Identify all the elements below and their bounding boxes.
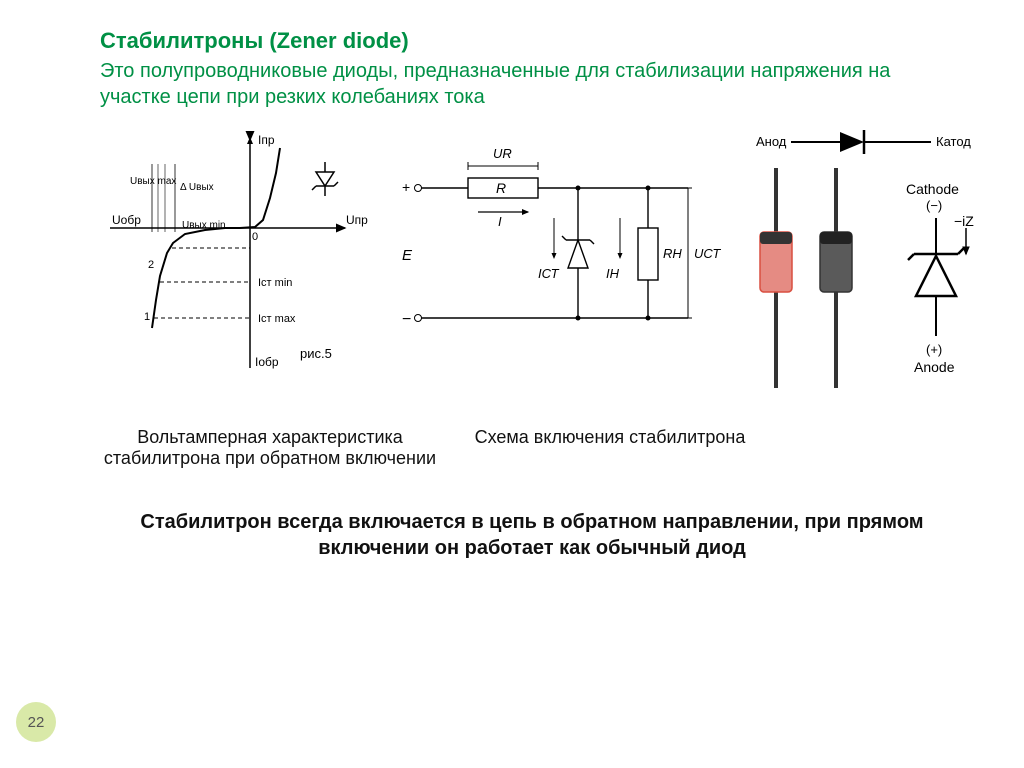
iv-curve	[152, 148, 280, 328]
u-vyh-max: Uвых max	[130, 176, 176, 187]
cathode-label-ru: Катод	[936, 134, 971, 149]
sch-RH: RН	[663, 246, 682, 261]
u-vyh-min: Uвых min	[182, 220, 226, 231]
sch-UR: UR	[493, 146, 512, 161]
bold-statement: Стабилитрон всегда включается в цепь в о…	[100, 509, 964, 561]
zener-symbol-icon	[312, 162, 338, 196]
ict-min: Iст min	[258, 277, 292, 289]
page-number-badge: 22	[16, 702, 56, 742]
sch-E: E	[402, 247, 413, 264]
d-u-vyh: Δ Uвых	[180, 182, 214, 193]
svg-text:Cathode: Cathode	[906, 181, 959, 197]
axis-y-label: Iпр	[258, 133, 275, 147]
svg-text:Anode: Anode	[914, 359, 955, 375]
sch-Ict: IСТ	[538, 266, 560, 281]
sch-IH: IН	[606, 266, 620, 281]
diode-red	[760, 168, 792, 388]
i-obr: Iобр	[255, 355, 279, 369]
sch-Uct: UСТ	[694, 246, 721, 261]
marker-2: 2	[148, 259, 154, 271]
marker-1: 1	[144, 311, 150, 323]
svg-text:(+): (+)	[926, 342, 942, 357]
anode-label-ru: Анод	[756, 134, 787, 149]
svg-text:(−): (−)	[926, 198, 942, 213]
u-obr: Uобр	[112, 213, 141, 227]
schematic: + − E R I UR	[388, 128, 728, 373]
fig-label: рис.5	[300, 346, 332, 361]
sch-plus: +	[402, 179, 410, 195]
slide-subtitle: Это полупроводниковые диоды, предназначе…	[100, 58, 964, 110]
svg-text:−iZ: −iZ	[954, 213, 974, 229]
symbols-and-packages: Анод Катод Cath	[736, 128, 996, 413]
page-number: 22	[28, 714, 45, 731]
sch-R: R	[496, 180, 506, 196]
ict-max: Iст max	[258, 313, 296, 325]
figures-row: Iпр Uпр Uобр Iобр 0 Uвых max Δ Uвых Uвых…	[100, 128, 964, 413]
diode-gray	[820, 168, 852, 388]
iv-graph: Iпр Uпр Uобр Iобр 0 Uвых max Δ Uвых Uвых…	[100, 128, 380, 393]
zener-symbol-large-icon: Cathode (−) −iZ (+) Anode	[906, 181, 974, 375]
axis-x-label: Uпр	[346, 213, 368, 227]
zero: 0	[252, 231, 258, 243]
caption-right: Схема включения стабилитрона	[440, 427, 780, 469]
zener-in-schematic-icon	[562, 232, 594, 268]
sch-I: I	[498, 214, 502, 229]
caption-left: Вольтамперная характеристика стабилитрон…	[100, 427, 440, 469]
slide-title: Стабилитроны (Zener diode)	[100, 28, 964, 54]
sch-minus: −	[402, 311, 411, 328]
